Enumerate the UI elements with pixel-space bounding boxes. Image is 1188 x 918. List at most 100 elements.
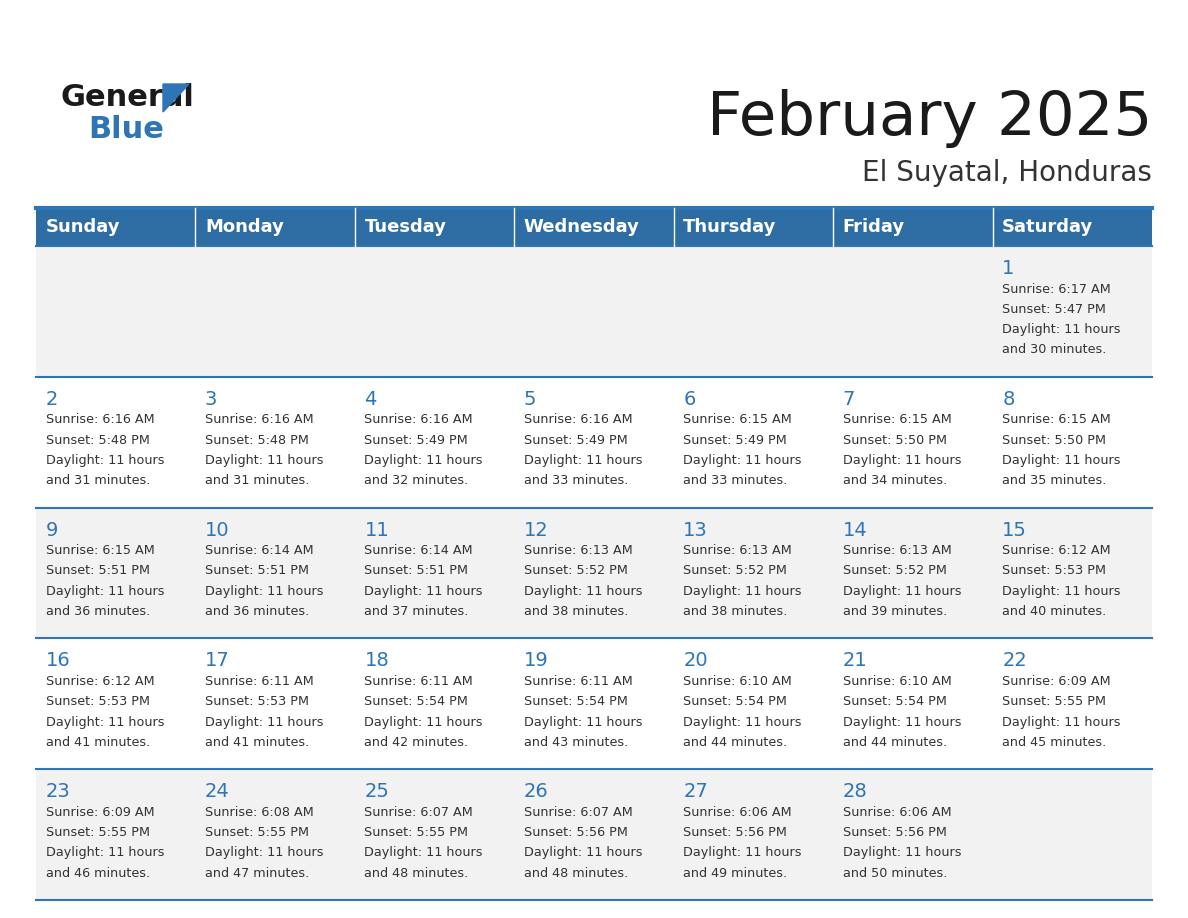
Text: and 50 minutes.: and 50 minutes. [842,867,947,879]
Bar [674,208,833,246]
Text: and 47 minutes.: and 47 minutes. [206,867,309,879]
Text: Daylight: 11 hours: Daylight: 11 hours [683,715,802,729]
Text: and 45 minutes.: and 45 minutes. [1003,736,1106,749]
Text: Daylight: 11 hours: Daylight: 11 hours [1003,715,1120,729]
Text: 6: 6 [683,390,696,409]
Text: Sunset: 5:47 PM: Sunset: 5:47 PM [1003,303,1106,316]
Text: Daylight: 11 hours: Daylight: 11 hours [842,585,961,598]
Text: Thursday: Thursday [683,218,777,236]
Text: Daylight: 11 hours: Daylight: 11 hours [45,715,164,729]
Text: Daylight: 11 hours: Daylight: 11 hours [524,454,643,467]
Bar [36,769,1152,900]
Bar [992,208,1152,246]
Text: 23: 23 [45,782,70,801]
Text: Daylight: 11 hours: Daylight: 11 hours [365,715,484,729]
Text: Daylight: 11 hours: Daylight: 11 hours [206,585,323,598]
Text: and 37 minutes.: and 37 minutes. [365,605,469,618]
Text: Monday: Monday [206,218,284,236]
Text: General: General [61,84,194,113]
Text: 18: 18 [365,652,390,670]
Text: and 36 minutes.: and 36 minutes. [206,605,309,618]
Text: Sunrise: 6:09 AM: Sunrise: 6:09 AM [45,806,154,819]
Text: Sunrise: 6:12 AM: Sunrise: 6:12 AM [45,675,154,688]
Text: Sunset: 5:56 PM: Sunset: 5:56 PM [683,826,788,839]
Text: and 48 minutes.: and 48 minutes. [524,867,628,879]
Text: Daylight: 11 hours: Daylight: 11 hours [524,585,643,598]
Text: Wednesday: Wednesday [524,218,639,236]
Text: and 41 minutes.: and 41 minutes. [45,736,150,749]
Text: Daylight: 11 hours: Daylight: 11 hours [206,715,323,729]
Text: and 46 minutes.: and 46 minutes. [45,867,150,879]
Text: Sunset: 5:53 PM: Sunset: 5:53 PM [1003,565,1106,577]
Text: February 2025: February 2025 [707,88,1152,148]
Text: Sunrise: 6:14 AM: Sunrise: 6:14 AM [206,544,314,557]
Text: 1: 1 [1003,259,1015,278]
Text: 26: 26 [524,782,549,801]
Bar [36,208,196,246]
Text: Sunrise: 6:15 AM: Sunrise: 6:15 AM [45,544,154,557]
Text: Daylight: 11 hours: Daylight: 11 hours [365,846,484,859]
Text: Daylight: 11 hours: Daylight: 11 hours [524,846,643,859]
Text: Sunset: 5:50 PM: Sunset: 5:50 PM [1003,433,1106,447]
Text: Daylight: 11 hours: Daylight: 11 hours [683,585,802,598]
Text: Sunset: 5:51 PM: Sunset: 5:51 PM [45,565,150,577]
Text: Saturday: Saturday [1003,218,1093,236]
Text: and 33 minutes.: and 33 minutes. [683,475,788,487]
Text: and 30 minutes.: and 30 minutes. [1003,343,1106,356]
Text: 27: 27 [683,782,708,801]
Text: Sunrise: 6:08 AM: Sunrise: 6:08 AM [206,806,314,819]
Text: Sunset: 5:52 PM: Sunset: 5:52 PM [842,565,947,577]
Text: and 38 minutes.: and 38 minutes. [683,605,788,618]
Polygon shape [163,84,189,112]
Text: Blue: Blue [88,116,164,144]
Text: Sunrise: 6:11 AM: Sunrise: 6:11 AM [206,675,314,688]
Text: Daylight: 11 hours: Daylight: 11 hours [365,454,484,467]
Bar [36,508,1152,638]
Text: Sunset: 5:54 PM: Sunset: 5:54 PM [683,695,788,709]
Text: Sunday: Sunday [45,218,120,236]
Text: Sunset: 5:54 PM: Sunset: 5:54 PM [842,695,947,709]
Text: Sunrise: 6:15 AM: Sunrise: 6:15 AM [1003,413,1111,427]
Text: Sunrise: 6:13 AM: Sunrise: 6:13 AM [842,544,952,557]
Text: 24: 24 [206,782,229,801]
Text: and 40 minutes.: and 40 minutes. [1003,605,1106,618]
Text: Sunset: 5:49 PM: Sunset: 5:49 PM [365,433,468,447]
Bar [36,246,1152,376]
Text: Sunset: 5:54 PM: Sunset: 5:54 PM [524,695,627,709]
Text: Daylight: 11 hours: Daylight: 11 hours [45,846,164,859]
Text: Sunrise: 6:15 AM: Sunrise: 6:15 AM [683,413,792,427]
Text: and 35 minutes.: and 35 minutes. [1003,475,1106,487]
Text: 7: 7 [842,390,855,409]
Text: Sunrise: 6:16 AM: Sunrise: 6:16 AM [524,413,632,427]
Text: Sunset: 5:50 PM: Sunset: 5:50 PM [842,433,947,447]
Text: 19: 19 [524,652,549,670]
Text: and 36 minutes.: and 36 minutes. [45,605,150,618]
Text: Sunset: 5:55 PM: Sunset: 5:55 PM [206,826,309,839]
Text: Sunrise: 6:10 AM: Sunrise: 6:10 AM [683,675,792,688]
Text: Sunset: 5:56 PM: Sunset: 5:56 PM [842,826,947,839]
Text: Daylight: 11 hours: Daylight: 11 hours [206,846,323,859]
Bar [36,638,1152,769]
Text: Daylight: 11 hours: Daylight: 11 hours [365,585,484,598]
Text: Sunset: 5:53 PM: Sunset: 5:53 PM [206,695,309,709]
Text: Sunrise: 6:13 AM: Sunrise: 6:13 AM [524,544,632,557]
Text: Tuesday: Tuesday [365,218,447,236]
Text: El Suyatal, Honduras: El Suyatal, Honduras [862,159,1152,187]
Text: Daylight: 11 hours: Daylight: 11 hours [842,846,961,859]
Text: Daylight: 11 hours: Daylight: 11 hours [842,715,961,729]
Text: Sunset: 5:52 PM: Sunset: 5:52 PM [683,565,788,577]
Text: 20: 20 [683,652,708,670]
Text: Sunset: 5:56 PM: Sunset: 5:56 PM [524,826,627,839]
Text: Sunset: 5:54 PM: Sunset: 5:54 PM [365,695,468,709]
Bar [514,208,674,246]
Text: Sunrise: 6:11 AM: Sunrise: 6:11 AM [524,675,632,688]
Text: Daylight: 11 hours: Daylight: 11 hours [206,454,323,467]
Text: Sunrise: 6:14 AM: Sunrise: 6:14 AM [365,544,473,557]
Bar [196,208,355,246]
Text: Daylight: 11 hours: Daylight: 11 hours [45,585,164,598]
Text: 22: 22 [1003,652,1026,670]
Text: Sunset: 5:55 PM: Sunset: 5:55 PM [365,826,468,839]
Text: 10: 10 [206,521,229,540]
Text: and 44 minutes.: and 44 minutes. [842,736,947,749]
Text: and 33 minutes.: and 33 minutes. [524,475,628,487]
